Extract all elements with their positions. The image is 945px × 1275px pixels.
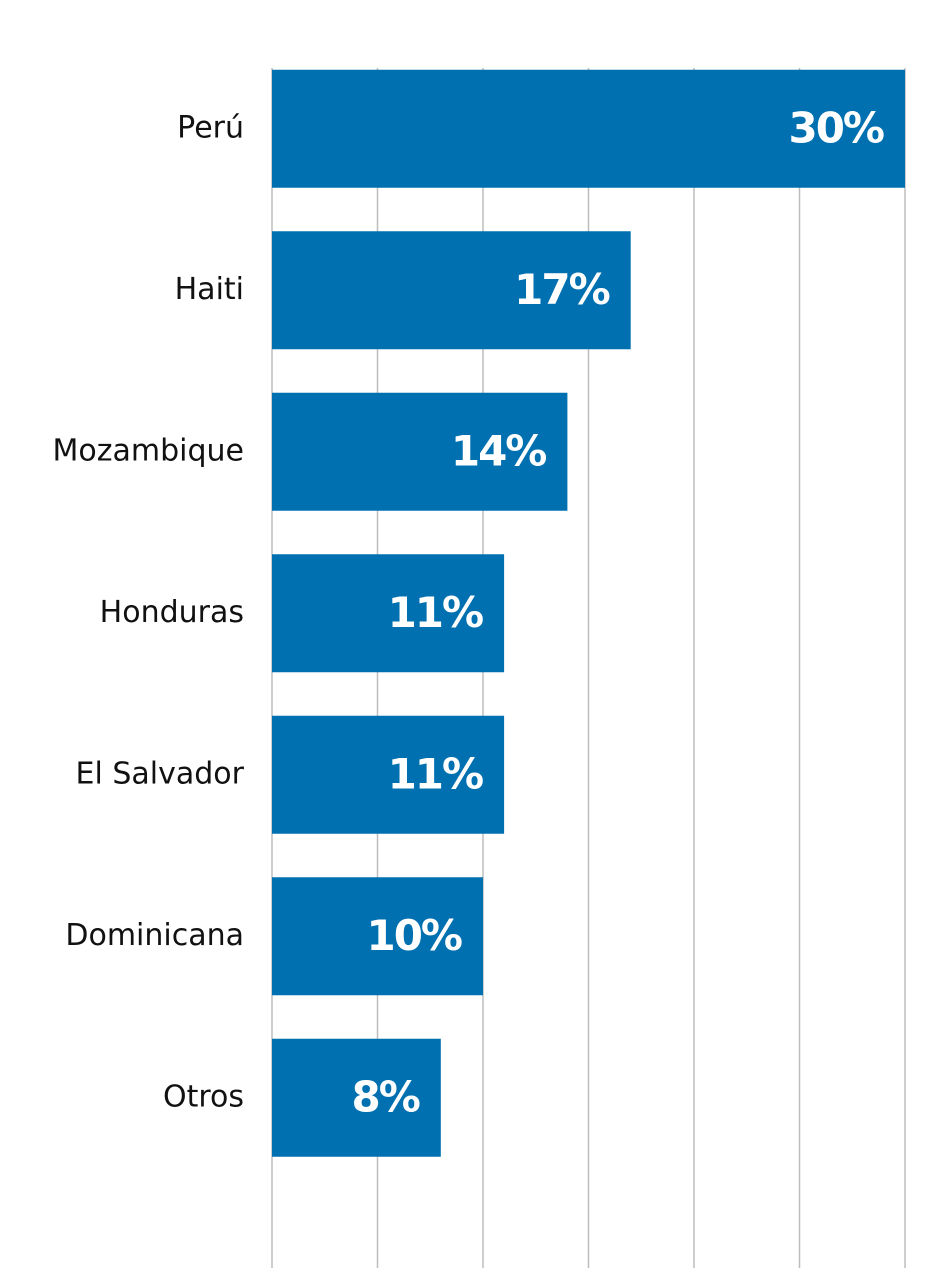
category-label: Otros [163, 1079, 244, 1114]
value-label: 30% [788, 103, 883, 152]
bar [272, 554, 505, 673]
category-label: Perú [177, 110, 244, 145]
bar [272, 1038, 441, 1157]
category-label: El Salvador [76, 756, 245, 791]
bar [272, 877, 483, 996]
value-label: 11% [388, 749, 483, 798]
value-label: 14% [451, 426, 546, 475]
bar [272, 392, 568, 511]
category-label: Haiti [175, 272, 244, 307]
category-label: Honduras [100, 595, 244, 630]
category-label: Dominicana [65, 918, 244, 953]
bar [272, 715, 505, 834]
value-label: 17% [514, 265, 609, 314]
value-label: 10% [366, 911, 461, 960]
category-label: Mozambique [53, 433, 244, 468]
bar [272, 231, 631, 350]
bar [272, 69, 905, 188]
value-label: 8% [351, 1072, 419, 1121]
value-label: 11% [388, 588, 483, 637]
